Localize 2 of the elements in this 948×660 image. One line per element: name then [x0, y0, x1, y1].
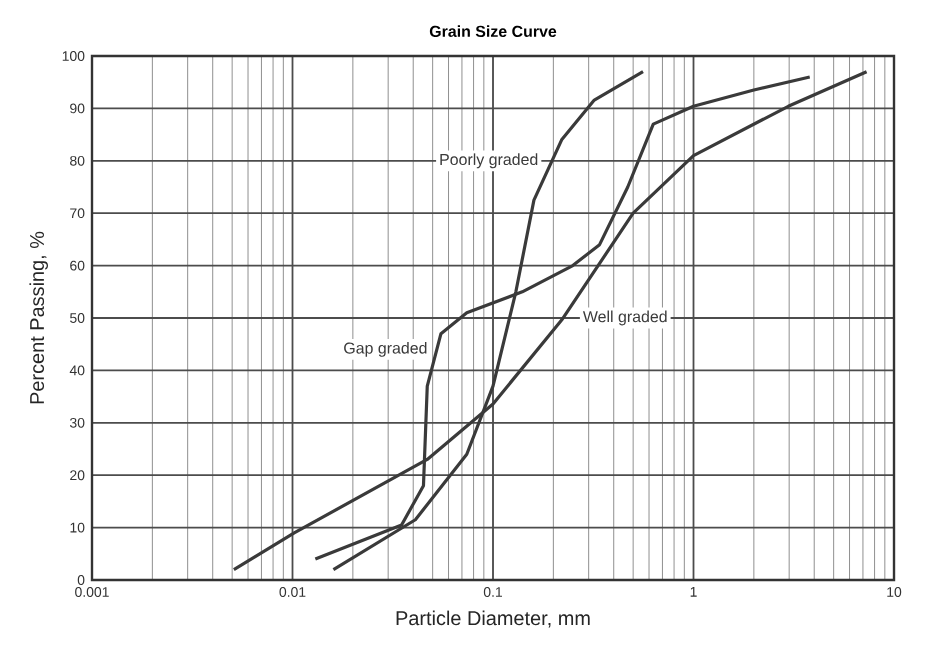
y-axis-title: Percent Passing, % — [29, 231, 48, 404]
x-axis-title: Particle Diameter, mm — [396, 610, 590, 628]
